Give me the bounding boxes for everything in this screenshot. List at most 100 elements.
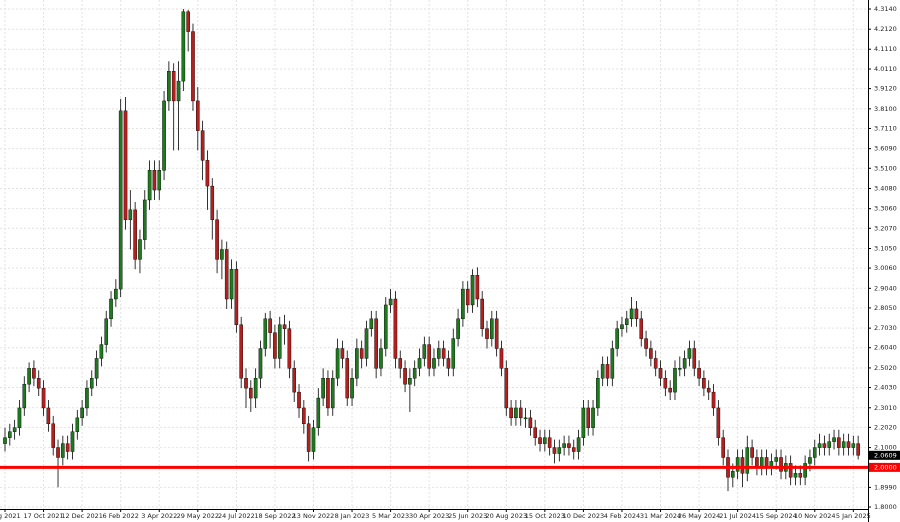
y-tick-label: 3.6090 bbox=[874, 145, 897, 153]
y-tick-label: 4.1110 bbox=[874, 45, 897, 53]
candle-body bbox=[687, 348, 692, 359]
candle-body bbox=[345, 358, 350, 399]
candle-body bbox=[263, 318, 268, 349]
x-tick-label: 10 Dec 2023 bbox=[563, 512, 605, 520]
candle-body bbox=[721, 437, 725, 458]
candle-body bbox=[841, 441, 846, 448]
candle-body bbox=[446, 358, 451, 369]
y-tick-label: 3.1050 bbox=[874, 244, 897, 252]
candle-body bbox=[282, 324, 287, 329]
candle-body bbox=[571, 447, 576, 452]
x-tick-label: 17 Oct 2021 bbox=[23, 512, 63, 520]
candle-body bbox=[99, 344, 104, 359]
candle-body bbox=[490, 318, 494, 339]
candle-body bbox=[634, 308, 639, 320]
candle-body bbox=[80, 407, 84, 419]
candle-body bbox=[133, 209, 137, 260]
candle-body bbox=[788, 463, 793, 478]
candle-body bbox=[36, 378, 41, 389]
candle-body bbox=[668, 387, 672, 393]
candle-body bbox=[32, 368, 36, 379]
x-tick-label: 4 Feb 2024 bbox=[604, 512, 640, 520]
candle-body bbox=[475, 275, 480, 300]
candle-body bbox=[832, 437, 836, 442]
candle-body bbox=[412, 368, 417, 379]
candle-body bbox=[244, 378, 248, 389]
candle-body bbox=[851, 443, 856, 448]
y-tick-label: 1.8000 bbox=[874, 503, 897, 511]
candle-body bbox=[350, 378, 354, 399]
candle-body bbox=[306, 423, 311, 452]
candle-body bbox=[538, 437, 542, 444]
candle-body bbox=[408, 378, 412, 385]
candle-body bbox=[774, 457, 778, 462]
candle-body bbox=[147, 170, 152, 201]
candle-body bbox=[355, 348, 359, 379]
candle-body bbox=[224, 249, 229, 300]
x-tick-label: 12 Dec 2021 bbox=[61, 512, 103, 520]
candle-body bbox=[822, 443, 827, 448]
candle-body bbox=[75, 417, 80, 432]
candle-body bbox=[167, 71, 171, 102]
candle-body bbox=[639, 318, 644, 339]
x-tick-label: 29 May 2022 bbox=[177, 512, 219, 520]
candle-body bbox=[658, 368, 663, 379]
candle-body bbox=[465, 288, 470, 306]
y-tick-label: 4.2120 bbox=[874, 25, 897, 33]
candle-body bbox=[162, 100, 166, 171]
candle-body bbox=[509, 407, 513, 419]
candle-body bbox=[706, 387, 711, 393]
y-tick-label: 2.5020 bbox=[874, 364, 897, 372]
candle-body bbox=[716, 407, 721, 438]
candle-body bbox=[195, 100, 200, 131]
candle-body bbox=[403, 368, 407, 385]
candle-body bbox=[200, 130, 205, 161]
candle-body bbox=[249, 387, 253, 399]
candle-body bbox=[51, 423, 55, 448]
x-tick-label: 5 Mar 2023 bbox=[372, 512, 409, 520]
candle-body bbox=[731, 471, 735, 478]
candle-body bbox=[547, 437, 552, 448]
candle-body bbox=[779, 457, 783, 472]
y-tick-label: 4.0110 bbox=[874, 65, 897, 73]
level-tag-label: 2.0000 bbox=[874, 463, 897, 471]
y-tick-label: 2.3010 bbox=[874, 404, 897, 412]
candle-body bbox=[552, 447, 557, 454]
candle-body bbox=[94, 358, 99, 379]
candle-body bbox=[518, 407, 523, 419]
candle-body bbox=[557, 447, 562, 454]
y-tick-label: 2.1000 bbox=[874, 444, 897, 452]
candle-body bbox=[138, 239, 142, 260]
y-tick-label: 3.2070 bbox=[874, 224, 897, 232]
candle-body bbox=[812, 447, 817, 458]
x-tick-label: 10 Nov 2024 bbox=[794, 512, 836, 520]
candle-body bbox=[461, 288, 465, 320]
candle-body bbox=[494, 318, 499, 349]
x-tick-label: 21 Jul 2024 bbox=[719, 512, 756, 520]
candle-body bbox=[808, 457, 812, 464]
x-tick-label: Aug 2021 bbox=[0, 512, 21, 520]
candle-body bbox=[383, 304, 388, 349]
candle-body bbox=[649, 348, 653, 359]
candle-body bbox=[369, 318, 374, 329]
candle-body bbox=[89, 378, 94, 389]
candle-body bbox=[393, 298, 398, 359]
y-tick-label: 3.5100 bbox=[874, 164, 897, 172]
candle-body bbox=[8, 431, 12, 438]
candle-body bbox=[629, 308, 634, 320]
candle-body bbox=[61, 443, 65, 458]
candle-body bbox=[181, 11, 186, 82]
candle-body bbox=[340, 348, 345, 359]
candle-body bbox=[740, 457, 745, 474]
x-tick-label: 5 Jan 2025 bbox=[836, 512, 871, 520]
y-tick-label: 1.8990 bbox=[874, 483, 897, 491]
candle-body bbox=[499, 348, 504, 369]
candle-body bbox=[220, 249, 224, 260]
candle-body bbox=[205, 160, 210, 187]
candle-body bbox=[523, 417, 528, 420]
candle-body bbox=[817, 443, 822, 448]
candle-body bbox=[3, 437, 7, 444]
candle-body bbox=[109, 298, 113, 320]
candle-body bbox=[114, 288, 118, 300]
